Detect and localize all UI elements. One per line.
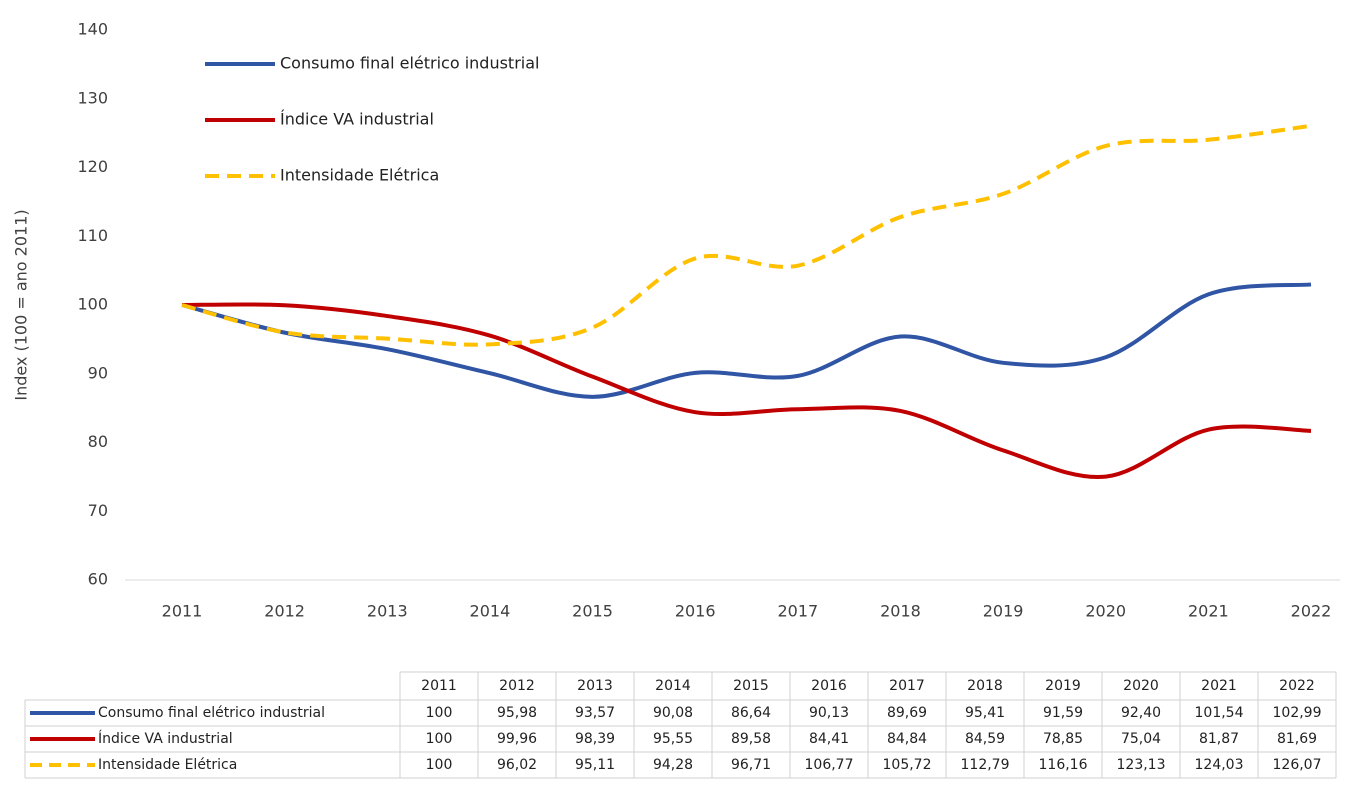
y-tick-label: 80 xyxy=(88,432,108,451)
y-tick-label: 70 xyxy=(88,501,108,520)
table-cell: 102,99 xyxy=(1273,705,1322,721)
table-cell: 124,03 xyxy=(1195,757,1244,773)
table-cell: 96,02 xyxy=(497,757,537,773)
x-tick-label: 2012 xyxy=(264,602,305,621)
table-cell: 95,41 xyxy=(965,705,1005,721)
table-header: 2013 xyxy=(577,678,613,694)
table-cell: 112,79 xyxy=(961,757,1010,773)
x-tick-label: 2020 xyxy=(1085,602,1126,621)
table-cell: 75,04 xyxy=(1121,731,1161,747)
legend-label: Intensidade Elétrica xyxy=(280,166,439,185)
y-tick-label: 140 xyxy=(77,20,108,39)
table-cell: 89,58 xyxy=(731,731,771,747)
table-cell: 89,69 xyxy=(887,705,927,721)
table-cell: 90,13 xyxy=(809,705,849,721)
table-cell: 106,77 xyxy=(805,757,854,773)
table-cell: 100 xyxy=(426,731,453,747)
table-cell: 105,72 xyxy=(883,757,932,773)
table-header: 2015 xyxy=(733,678,769,694)
y-axis-label: Index (100 = ano 2011) xyxy=(12,209,31,400)
table-cell: 101,54 xyxy=(1195,705,1244,721)
table-cell: 84,59 xyxy=(965,731,1005,747)
y-tick-label: 90 xyxy=(88,363,108,382)
table-cell: 116,16 xyxy=(1039,757,1088,773)
table-cell: 126,07 xyxy=(1273,757,1322,773)
legend-label: Consumo final elétrico industrial xyxy=(280,54,539,73)
y-tick-label: 120 xyxy=(77,157,108,176)
table-header: 2017 xyxy=(889,678,925,694)
table-header: 2012 xyxy=(499,678,535,694)
x-tick-label: 2018 xyxy=(880,602,921,621)
table-cell: 91,59 xyxy=(1043,705,1083,721)
table-cell: 100 xyxy=(426,757,453,773)
table-header: 2022 xyxy=(1279,678,1315,694)
x-tick-label: 2014 xyxy=(470,602,511,621)
table-cell: 81,87 xyxy=(1199,731,1239,747)
table-cell: 84,84 xyxy=(887,731,927,747)
table-cell: 98,39 xyxy=(575,731,615,747)
x-tick-label: 2016 xyxy=(675,602,716,621)
table-cell: 84,41 xyxy=(809,731,849,747)
series-line xyxy=(181,282,1312,399)
table-cell: 90,08 xyxy=(653,705,693,721)
table-cell: 78,85 xyxy=(1043,731,1083,747)
table-header: 2016 xyxy=(811,678,847,694)
table-cell: 99,96 xyxy=(497,731,537,747)
table-cell: 123,13 xyxy=(1117,757,1166,773)
table-header: 2020 xyxy=(1123,678,1159,694)
series-line xyxy=(181,302,1312,480)
table-cell: 94,28 xyxy=(653,757,693,773)
table-cell: 81,69 xyxy=(1277,731,1317,747)
table-header: 2014 xyxy=(655,678,691,694)
y-tick-label: 60 xyxy=(88,570,108,589)
table-cell: 92,40 xyxy=(1121,705,1161,721)
table-row-label: Intensidade Elétrica xyxy=(98,757,237,773)
table-cell: 100 xyxy=(426,705,453,721)
table-cell: 95,11 xyxy=(575,757,615,773)
series-line xyxy=(181,123,1312,347)
table-cell: 95,98 xyxy=(497,705,537,721)
y-tick-label: 100 xyxy=(77,295,108,314)
legend-label: Índice VA industrial xyxy=(280,110,434,129)
x-tick-label: 2022 xyxy=(1291,602,1332,621)
table-header: 2019 xyxy=(1045,678,1081,694)
table-header: 2011 xyxy=(421,678,457,694)
table-header: 2018 xyxy=(967,678,1003,694)
x-tick-label: 2019 xyxy=(983,602,1024,621)
y-tick-label: 130 xyxy=(77,88,108,107)
x-tick-label: 2017 xyxy=(777,602,818,621)
table-cell: 86,64 xyxy=(731,705,771,721)
table-row-label: Consumo final elétrico industrial xyxy=(98,705,325,721)
table-cell: 93,57 xyxy=(575,705,615,721)
x-tick-label: 2013 xyxy=(367,602,408,621)
table-header: 2021 xyxy=(1201,678,1237,694)
x-tick-label: 2015 xyxy=(572,602,613,621)
table-row-label: Índice VA industrial xyxy=(98,730,233,747)
table-cell: 95,55 xyxy=(653,731,693,747)
x-tick-label: 2011 xyxy=(162,602,203,621)
table-cell: 96,71 xyxy=(731,757,771,773)
x-tick-label: 2021 xyxy=(1188,602,1229,621)
y-tick-label: 110 xyxy=(77,226,108,245)
